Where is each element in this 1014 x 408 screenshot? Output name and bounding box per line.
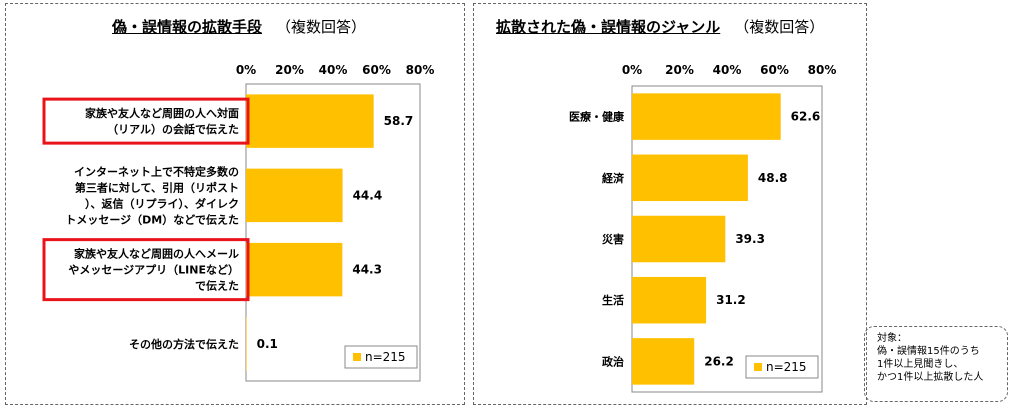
right-legend-label: n=215 [766,360,807,374]
right-category-label: 医療・健康 [569,110,625,124]
left-value-label: 44.3 [352,263,382,277]
right-value-label: 39.3 [735,232,765,246]
left-tick-label: 0% [236,63,256,77]
left-category-label: （リアル）の会話で伝えた [107,122,239,136]
left-category-label: やメッセージアプリ（LINEなど） [68,263,239,277]
left-legend-label: n=215 [365,350,406,364]
left-tick-label: 80% [406,63,435,77]
left-chart-panel [5,3,465,405]
right-value-label: 31.2 [716,293,746,307]
target-note: 対象： 偽・誤情報15件のうち 1件以上見聞きし、 かつ1件以上拡散した人 [864,326,1008,402]
left-chart-title: 偽・誤情報の拡散手段 （複数回答） [112,16,366,37]
left-category-label: で伝えた [195,279,239,293]
left-highlight-box [42,97,250,145]
left-value-label: 44.4 [353,188,383,202]
left-legend-box [344,345,418,369]
note-line-1: 対象： [877,333,907,344]
left-category-label: その他の方法で伝えた [129,337,239,351]
left-category-label: インターネット上で不特定多数の [74,164,239,178]
right-value-label: 48.8 [758,171,788,185]
left-category-label: 家族や友人など周囲の人へメール [74,247,239,261]
right-tick-label: 0% [622,63,642,77]
left-highlight-box [42,238,250,302]
left-value-label: 58.7 [384,114,414,128]
right-tick-label: 40% [713,63,742,77]
right-tick-label: 80% [808,63,837,77]
right-tick-label: 20% [665,63,694,77]
right-category-label: 政治 [602,354,624,368]
right-title-main: 拡散された偽・誤情報のジャンル [496,18,721,36]
left-plot-area [245,83,421,382]
right-legend-swatch [754,363,762,371]
left-category-label: トメッセージ（DM）などで伝えた [65,212,239,226]
left-bar [246,317,247,371]
left-title-subtitle: （複数回答） [276,18,367,36]
right-legend-box [745,355,819,379]
right-bar [632,154,748,202]
left-category-label: 第三者に対して、引用（リポスト [75,180,239,194]
note-line-3: 1件以上見聞きし、 [877,359,964,370]
right-value-label: 62.6 [791,110,821,124]
note-line-2: 偽・誤情報15件のうち [877,346,980,357]
right-bar [632,93,781,140]
left-tick-label: 20% [275,63,304,77]
left-value-label: 0.1 [257,337,278,351]
left-tick-label: 40% [319,63,348,77]
right-chart-panel [473,3,867,405]
left-bar [246,94,374,148]
right-category-label: 経済 [602,171,625,185]
left-category-label: ）、返信（リプライ）、ダイレク [85,196,239,210]
left-tick-label: 60% [362,63,391,77]
left-title-main: 偽・誤情報の拡散手段 [112,18,263,36]
right-bar [632,215,726,263]
right-category-label: 生活 [602,293,624,307]
left-bar [246,168,343,223]
note-line-4: かつ1件以上拡散した人 [877,372,984,383]
right-chart-title: 拡散された偽・誤情報のジャンル （複数回答） [496,16,824,37]
right-title-subtitle: （複数回答） [734,18,825,36]
left-legend-swatch [353,353,361,361]
right-value-label: 26.2 [704,354,734,368]
left-bar [246,242,343,297]
right-bar [632,338,695,385]
right-tick-label: 60% [760,63,789,77]
left-category-label: 家族や友人など周囲の人へ対面 [85,106,239,120]
right-bar [632,276,707,324]
right-category-label: 災害 [601,232,624,246]
